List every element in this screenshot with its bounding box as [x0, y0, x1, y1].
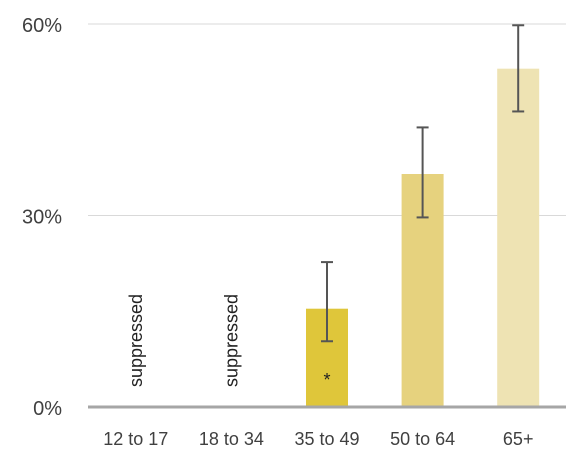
x-tick-label: 50 to 64 — [390, 429, 455, 449]
suppressed-label: suppressed — [126, 294, 146, 387]
significance-marker: * — [323, 370, 330, 390]
error-bars — [321, 24, 525, 343]
suppressed-label: suppressed — [221, 294, 241, 387]
x-tick-label: 12 to 17 — [103, 429, 168, 449]
x-tick-label: 18 to 34 — [199, 429, 264, 449]
y-tick-label: 30% — [22, 207, 62, 229]
y-tick-label: 60% — [22, 15, 62, 37]
bar-annotations: suppressed suppressed * — [126, 294, 331, 390]
x-tick-label: 65+ — [503, 429, 534, 449]
gridlines — [88, 23, 566, 216]
x-tick-label: 35 to 49 — [294, 429, 359, 449]
y-tick-label: 0% — [33, 398, 62, 420]
x-axis-labels: 12 to 17 18 to 34 35 to 49 50 to 64 65+ — [103, 429, 533, 449]
bars — [306, 68, 540, 407]
bar — [497, 68, 540, 407]
y-axis-labels: 0% 30% 60% — [22, 15, 62, 420]
